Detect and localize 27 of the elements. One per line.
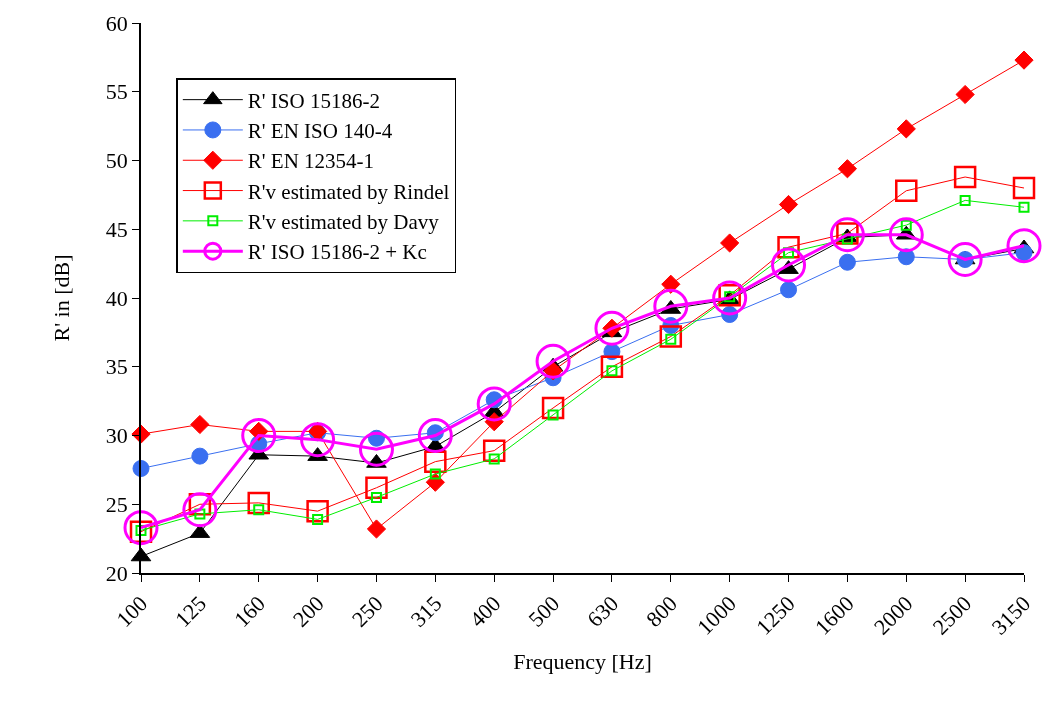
legend-label: R'v estimated by Davy: [247, 210, 440, 235]
x-tick-label: 315: [405, 590, 447, 632]
legend-label: R' EN ISO 140-4: [247, 119, 393, 144]
y-tick-label: 25: [105, 491, 128, 517]
y-tick-label: 55: [105, 79, 128, 105]
y-tick-label: 30: [105, 423, 128, 449]
x-axis-title: Frequency [Hz]: [513, 648, 652, 674]
x-tick-label: 400: [464, 590, 506, 632]
x-tick-label: 125: [170, 590, 212, 632]
y-tick-label: 20: [105, 560, 128, 586]
x-tick-label: 160: [229, 590, 271, 632]
y-axis-title: R' in [dB]: [49, 254, 75, 342]
x-tick-label: 800: [641, 590, 683, 632]
y-tick-label: 40: [105, 285, 128, 311]
legend-label: R' EN 12354-1: [247, 149, 375, 174]
x-tick-label: 200: [287, 590, 329, 632]
legend-label: R' ISO 15186-2: [247, 88, 380, 113]
x-tick-label: 630: [582, 590, 624, 632]
legend-label: R' ISO 15186-2 + Kc: [247, 240, 427, 265]
x-tick-label: 500: [523, 590, 565, 632]
y-tick-label: 35: [105, 354, 128, 380]
y-tick-label: 45: [105, 216, 128, 242]
y-tick-label: 60: [105, 10, 128, 36]
legend-label: R'v estimated by Rindel: [247, 179, 450, 204]
x-tick-label: 250: [346, 590, 388, 632]
y-tick-label: 50: [105, 148, 128, 174]
x-tick-label: 100: [111, 590, 153, 632]
